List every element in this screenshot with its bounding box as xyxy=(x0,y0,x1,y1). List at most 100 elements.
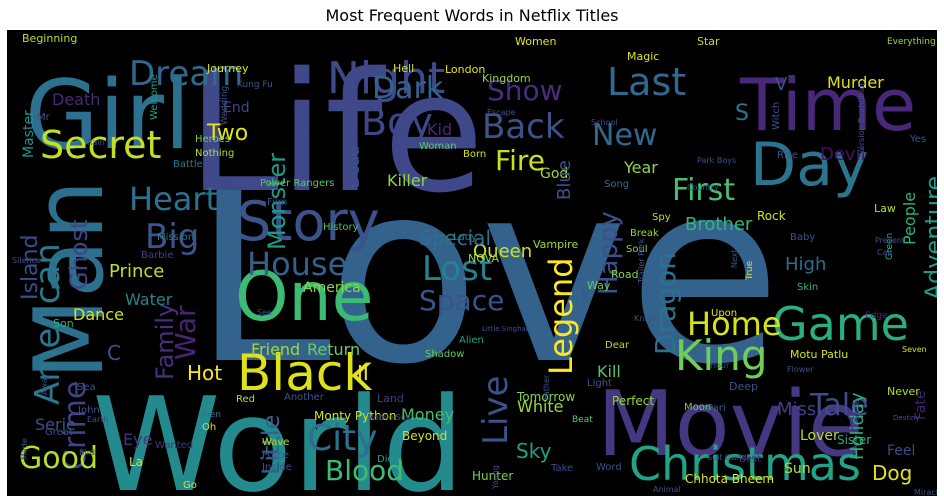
word-present: Present xyxy=(875,236,905,245)
word-mobile-suit: Mobile Suit xyxy=(367,413,411,422)
word-school: School xyxy=(591,118,618,127)
word-blue: Blue xyxy=(554,160,575,200)
word-boy: Boy xyxy=(361,100,433,144)
word-year: Year xyxy=(623,158,658,177)
word-nothing: Nothing xyxy=(195,148,234,159)
word-god: God xyxy=(540,166,568,182)
word-end: End xyxy=(223,100,250,116)
word-magic: Magic xyxy=(627,50,659,63)
word-lady: Lady xyxy=(453,232,477,243)
word-inside: Inside xyxy=(262,462,292,473)
word-heroes: Heroes xyxy=(195,134,230,145)
word-witch: Witch xyxy=(771,102,782,130)
word-holiday: Holiday xyxy=(847,392,868,460)
word-wedding: Wedding xyxy=(220,86,230,125)
word-skin: Skin xyxy=(797,282,818,293)
wordcloud-frame: Love Life World Girl Man Movie Time One Day Chris… xyxy=(7,30,937,496)
word-version-baahubali: Version Baahubali xyxy=(857,83,866,155)
word-true: True xyxy=(745,260,755,281)
word-money: Money xyxy=(401,405,454,424)
word-time: Time xyxy=(739,63,916,147)
word-song: Song xyxy=(604,179,629,190)
word-motu-patlu: Motu Patlu xyxy=(790,348,848,361)
word-power-rangers: Power Rangers xyxy=(260,178,334,189)
word-barbie: Barbie xyxy=(141,250,173,261)
word-master: Master xyxy=(21,110,37,158)
word-movie: Movie xyxy=(597,372,863,477)
word-girl: Girl xyxy=(25,61,190,171)
word-christmas: Christmas xyxy=(629,437,861,491)
word-island: Island xyxy=(18,235,43,300)
word-kung-fu: Kung Fu xyxy=(237,80,273,90)
word-crime: Crime xyxy=(58,381,93,470)
word-star: Star xyxy=(697,35,720,48)
word-black: Black xyxy=(237,344,372,402)
word-land: Land xyxy=(377,392,404,405)
word-return: Return xyxy=(307,340,360,359)
word-house: House xyxy=(247,245,347,283)
word-secret: Secret xyxy=(40,123,161,167)
word-light: Light xyxy=(587,378,612,389)
word-woman: Woman xyxy=(419,141,457,152)
word-mr: Mr xyxy=(37,112,51,123)
word-little: Little xyxy=(257,415,285,475)
word-high: High xyxy=(785,254,826,275)
word-world: World xyxy=(92,369,465,496)
word-white: White xyxy=(517,397,564,416)
word-battle: Battle xyxy=(173,159,203,170)
word-beyond: Beyond xyxy=(402,429,447,443)
word-adventure: Adventure xyxy=(920,176,937,300)
word-big: Big xyxy=(145,217,199,257)
word-animal: Animal xyxy=(653,485,681,494)
word-seven: Seven xyxy=(902,345,927,354)
word-monty-python: Monty Python xyxy=(314,409,397,423)
word-soul: Soul xyxy=(626,244,648,255)
word-road: Road xyxy=(611,268,639,281)
word-next: Next xyxy=(730,249,739,268)
word-trailer-park: Trailer Park xyxy=(637,238,646,284)
word-mission: Mission xyxy=(157,232,194,243)
word-dream: Dream xyxy=(129,54,243,94)
word-chhota-bheem: Chhota Bheem xyxy=(685,472,774,486)
word-two: Two xyxy=(206,121,248,146)
word-home: Home xyxy=(687,305,782,343)
word-beat: Beat xyxy=(572,415,593,425)
word-kill: Kill xyxy=(597,362,621,381)
word-hour: Hour xyxy=(710,361,730,370)
word-park-boys: Park Boys xyxy=(697,156,736,165)
word-spy: Spy xyxy=(652,212,671,223)
word-earth: Earth xyxy=(87,415,108,424)
word-ghost: Ghost xyxy=(65,220,93,290)
word-see: See xyxy=(257,308,272,317)
word-little-singham: Little Singham xyxy=(482,325,533,333)
word-flower: Flower xyxy=(787,365,814,374)
word-red: Red xyxy=(236,394,255,405)
word-first: First xyxy=(672,173,735,208)
word-special: Special xyxy=(419,226,491,250)
word-story: Story xyxy=(237,190,380,253)
word-escape: Escape xyxy=(487,108,516,117)
word-water: Water xyxy=(125,290,173,309)
word-never: Never xyxy=(887,385,920,398)
word-dark: Dark xyxy=(372,71,444,106)
word-go: Go xyxy=(183,480,197,491)
word-sister: Sister xyxy=(837,433,871,447)
word-journey: Journey xyxy=(206,62,249,75)
word-another: Another xyxy=(284,392,325,403)
word-new: New xyxy=(592,118,657,153)
word-suite: Suite xyxy=(852,399,861,420)
word-rock: Rock xyxy=(757,209,786,223)
word-shadow: Shadow xyxy=(425,349,464,360)
word-kid: Kid xyxy=(427,120,452,139)
word-take: Take xyxy=(550,463,573,474)
word-dead: Dead xyxy=(344,146,363,188)
word-men: Men xyxy=(202,410,221,420)
word-father: Father xyxy=(542,374,551,400)
word-knight: Knight xyxy=(634,314,660,323)
word-nova: NOVA xyxy=(468,252,500,265)
word-great: Great xyxy=(45,427,73,438)
word-sky: Sky xyxy=(516,439,552,463)
word-american: American xyxy=(28,243,68,405)
word-dog: Dog xyxy=(872,461,912,485)
